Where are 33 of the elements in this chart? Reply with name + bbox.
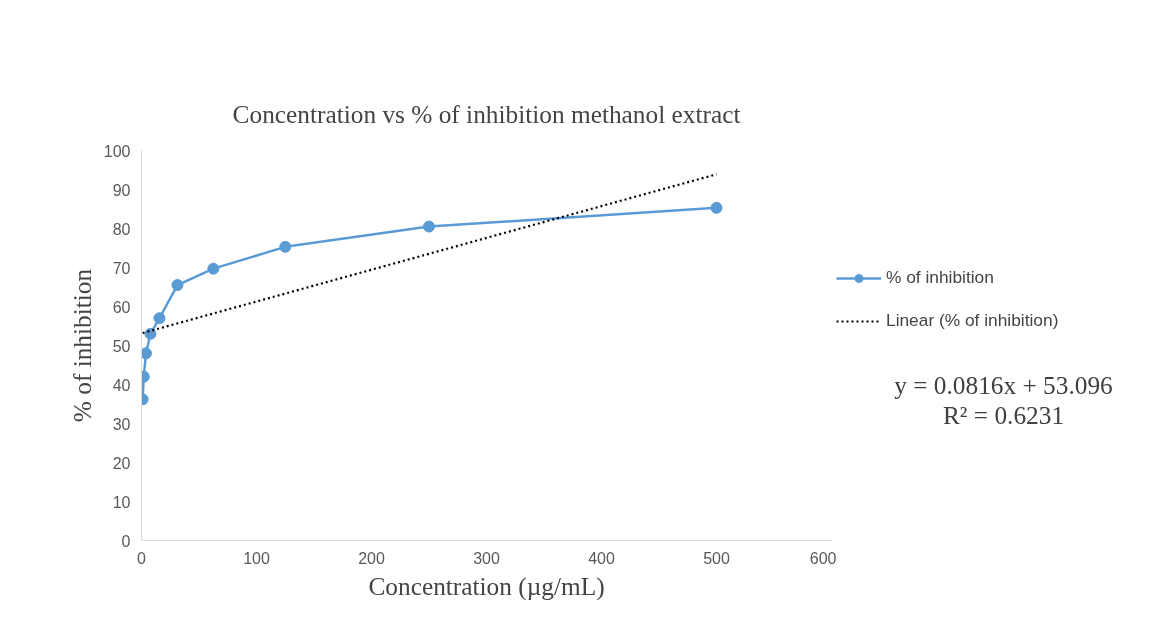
legend-label: % of inhibition [886, 267, 994, 288]
x-axis-title: Concentration (µg/mL) [368, 571, 605, 601]
point [144, 327, 157, 340]
point [171, 279, 184, 292]
x-tick-label: 500 [703, 549, 730, 567]
text: y = 0.0816x + 53.096 [894, 370, 1113, 399]
point [207, 262, 220, 275]
y-tick-label: 40 [112, 376, 131, 394]
y-tick-label: 0 [121, 532, 131, 550]
x-tick-label: 600 [809, 549, 837, 567]
point [153, 312, 166, 325]
point [710, 201, 723, 214]
y-tick-label: 30 [112, 415, 131, 433]
y-tick-label: 100 [103, 142, 131, 160]
legend-label: Linear (% of inhibition) [886, 310, 1059, 331]
y-tick-label: 10 [112, 493, 131, 511]
point [279, 240, 292, 253]
text: R² = 0.6231 [942, 400, 1065, 429]
x-tick-label: 300 [473, 549, 500, 567]
x-tick-label: 200 [358, 549, 385, 567]
point [423, 220, 435, 233]
x-tick-label: 100 [243, 549, 270, 567]
x-tick-label: 0 [137, 549, 147, 567]
y-tick-label: 50 [112, 337, 131, 355]
y-tick-label: 80 [112, 220, 131, 238]
x-tick-label: 400 [588, 549, 615, 567]
y-tick-label: 70 [112, 259, 131, 277]
y-tick-label: 20 [112, 454, 131, 472]
y-tick-label: 90 [112, 181, 131, 199]
y-axis-title: % of inhibition [67, 268, 96, 423]
y-tick-label: 60 [112, 298, 131, 316]
chart-title: Concentration vs % of inhibition methanol extract [232, 100, 741, 128]
point [141, 347, 152, 360]
